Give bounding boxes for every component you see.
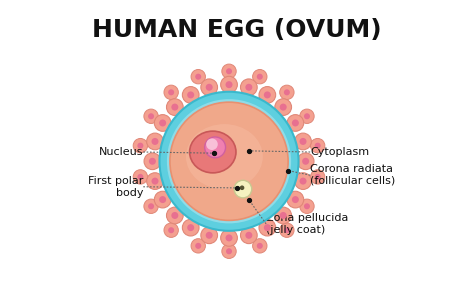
Circle shape [133,138,147,153]
Circle shape [310,138,325,153]
Circle shape [226,248,232,254]
Circle shape [300,138,307,145]
Circle shape [164,85,178,100]
Circle shape [148,113,154,119]
Circle shape [292,196,299,203]
Circle shape [226,81,233,88]
Circle shape [302,158,309,165]
Circle shape [221,76,237,93]
Circle shape [155,191,171,208]
Circle shape [295,173,311,189]
Circle shape [206,84,213,91]
Circle shape [191,70,205,84]
Circle shape [159,119,166,126]
Circle shape [280,104,287,110]
Circle shape [152,138,158,145]
Circle shape [221,230,237,246]
Circle shape [222,64,236,79]
Circle shape [304,203,310,209]
Circle shape [171,212,178,219]
Circle shape [201,79,218,96]
Circle shape [144,153,161,170]
Circle shape [206,138,218,150]
Circle shape [146,173,164,189]
Circle shape [226,234,233,241]
Circle shape [144,199,158,213]
Circle shape [315,143,321,149]
Circle shape [310,170,325,184]
Circle shape [191,239,205,253]
Circle shape [253,239,267,253]
Circle shape [315,174,321,180]
Circle shape [300,199,314,213]
Circle shape [166,99,183,116]
Text: HUMAN EGG (OVUM): HUMAN EGG (OVUM) [92,18,382,42]
Text: First polar
body: First polar body [88,176,143,197]
Circle shape [148,203,154,209]
Circle shape [264,224,271,231]
Circle shape [284,227,290,233]
Circle shape [295,133,311,150]
Circle shape [246,232,252,239]
Circle shape [234,180,252,198]
Circle shape [166,207,183,224]
Circle shape [257,243,263,249]
Circle shape [300,178,307,185]
Circle shape [275,207,292,224]
Circle shape [253,70,267,84]
Circle shape [259,219,276,236]
Text: Corona radiata
(follicular cells): Corona radiata (follicular cells) [310,164,395,186]
Text: Nucleus: Nucleus [99,147,143,157]
Circle shape [287,115,304,131]
Circle shape [280,223,294,237]
Circle shape [257,74,263,80]
Circle shape [275,99,292,116]
Circle shape [280,212,287,219]
Circle shape [168,227,174,233]
Circle shape [146,133,164,150]
Ellipse shape [190,131,236,173]
Circle shape [287,191,304,208]
Circle shape [264,92,271,98]
Circle shape [222,244,236,259]
Circle shape [226,68,232,74]
Circle shape [152,178,158,185]
Circle shape [187,224,194,231]
Circle shape [137,174,144,180]
Circle shape [195,74,201,80]
Circle shape [240,79,257,96]
Circle shape [292,119,299,126]
Circle shape [284,89,290,95]
Circle shape [187,92,194,98]
Circle shape [259,87,276,103]
Text: Cytoplasm: Cytoplasm [310,147,369,157]
Circle shape [170,102,288,220]
Circle shape [182,219,199,236]
Circle shape [206,232,213,239]
Circle shape [297,153,314,170]
Circle shape [155,115,171,131]
Circle shape [195,243,201,249]
Circle shape [182,87,199,103]
Circle shape [149,158,156,165]
Circle shape [168,89,174,95]
Circle shape [304,113,310,119]
Circle shape [240,185,245,190]
Circle shape [159,92,299,231]
Circle shape [137,143,144,149]
Circle shape [240,227,257,244]
Circle shape [144,109,158,123]
Circle shape [164,223,178,237]
Circle shape [159,196,166,203]
Circle shape [246,84,252,91]
Circle shape [300,109,314,123]
Circle shape [205,137,226,158]
Circle shape [171,104,178,110]
Circle shape [133,170,147,184]
Text: Zona pellucida
(jelly coat): Zona pellucida (jelly coat) [266,213,348,235]
Circle shape [280,85,294,100]
Ellipse shape [186,124,263,189]
Circle shape [167,99,291,223]
Circle shape [201,227,218,244]
